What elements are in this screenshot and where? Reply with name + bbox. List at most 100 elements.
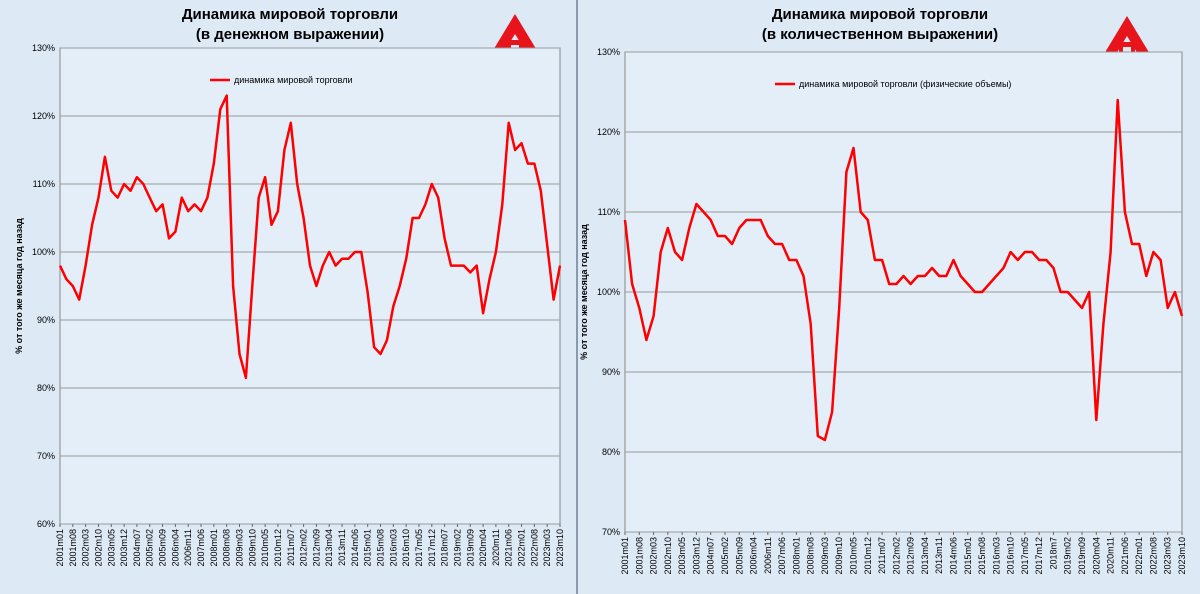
x-tick-label: 2013m04 bbox=[324, 529, 334, 567]
x-tick-label: 2023m03 bbox=[542, 529, 552, 567]
legend-label: динамика мировой торговли bbox=[234, 75, 353, 85]
x-tick-label: 2012m02 bbox=[299, 529, 309, 567]
x-tick-label: 2015m01 bbox=[363, 529, 373, 567]
x-tick-label: 2021m06 bbox=[504, 529, 514, 567]
x-tick-label: 2019m02 bbox=[452, 529, 462, 567]
y-tick-label: 130% bbox=[597, 47, 620, 57]
x-tick-label: 2022m01 bbox=[517, 529, 527, 567]
x-tick-label: 2009m10 bbox=[834, 537, 844, 575]
x-tick-label: 2010m12 bbox=[863, 537, 873, 575]
x-tick-label: 2022m01 bbox=[1134, 537, 1144, 575]
chart-subtitle: (в количественном выражении) bbox=[762, 26, 998, 43]
x-tick-label: 2007m06 bbox=[777, 537, 787, 575]
y-tick-label: 120% bbox=[597, 127, 620, 137]
x-tick-label: 2004m07 bbox=[132, 529, 142, 567]
x-tick-label: 2020m11 bbox=[491, 529, 501, 566]
x-tick-label: 2019m09 bbox=[1077, 537, 1087, 575]
x-tick-label: 2012m09 bbox=[311, 529, 321, 567]
x-tick-label: 2017m05 bbox=[1020, 537, 1030, 575]
x-tick-label: 2002m10 bbox=[663, 537, 673, 575]
y-tick-label: 80% bbox=[37, 383, 55, 393]
x-tick-label: 2021m06 bbox=[1120, 537, 1130, 575]
x-tick-label: 2009m03 bbox=[234, 529, 244, 567]
x-tick-label: 2013m11 bbox=[934, 537, 944, 574]
y-tick-label: 80% bbox=[602, 447, 620, 457]
x-tick-label: 2005m02 bbox=[145, 529, 155, 567]
y-axis-label: % от того же месяца год назад bbox=[14, 218, 24, 354]
x-tick-label: 2020m04 bbox=[1091, 537, 1101, 575]
y-tick-label: 100% bbox=[32, 247, 55, 257]
x-tick-label: 2016m10 bbox=[1006, 537, 1016, 575]
y-tick-label: 100% bbox=[597, 287, 620, 297]
x-tick-label: 2017m12 bbox=[1034, 537, 1044, 575]
x-tick-label: 2020m04 bbox=[478, 529, 488, 567]
x-tick-label: 2005m09 bbox=[158, 529, 168, 567]
x-tick-label: 2002m03 bbox=[81, 529, 91, 567]
x-tick-label: 2004m07 bbox=[706, 537, 716, 575]
x-tick-label: 2005m09 bbox=[734, 537, 744, 575]
y-tick-label: 120% bbox=[32, 111, 55, 121]
x-tick-label: 2013m04 bbox=[920, 537, 930, 575]
x-tick-label: 2017m05 bbox=[414, 529, 424, 567]
y-tick-label: 90% bbox=[602, 367, 620, 377]
x-tick-label: 2008m01 bbox=[209, 529, 219, 567]
x-tick-label: 2018m7 bbox=[1048, 537, 1058, 570]
x-tick-label: 2016m03 bbox=[388, 529, 398, 567]
x-tick-label: 2022m08 bbox=[1148, 537, 1158, 575]
y-tick-label: 60% bbox=[37, 519, 55, 529]
x-tick-label: 2014m06 bbox=[948, 537, 958, 575]
x-tick-label: 2009m03 bbox=[820, 537, 830, 575]
x-tick-label: 2017m12 bbox=[427, 529, 437, 567]
x-tick-label: 2015m08 bbox=[376, 529, 386, 567]
x-tick-label: 2009m10 bbox=[247, 529, 257, 567]
x-tick-label: 2001m08 bbox=[634, 537, 644, 575]
y-tick-label: 70% bbox=[37, 451, 55, 461]
x-tick-label: 2001m08 bbox=[68, 529, 78, 567]
x-tick-label: 2003m12 bbox=[691, 537, 701, 575]
x-tick-label: 2006m04 bbox=[749, 537, 759, 575]
line-series bbox=[58, 94, 562, 380]
x-tick-label: 2023m10 bbox=[555, 529, 565, 567]
x-tick-label: 2008m08 bbox=[222, 529, 232, 567]
x-tick-label: 2008m01 bbox=[791, 537, 801, 575]
x-tick-label: 2019m09 bbox=[465, 529, 475, 567]
x-tick-label: 2005m02 bbox=[720, 537, 730, 575]
x-tick-label: 2007m06 bbox=[196, 529, 206, 567]
x-tick-label: 2006m11 bbox=[183, 529, 193, 566]
x-tick-label: 2023m03 bbox=[1163, 537, 1173, 575]
y-tick-label: 70% bbox=[602, 527, 620, 537]
x-tick-label: 2011m07 bbox=[286, 529, 296, 566]
x-tick-label: 2015m08 bbox=[977, 537, 987, 575]
chart-title: Динамика мировой торговли bbox=[182, 6, 398, 23]
chart-title: Динамика мировой торговли bbox=[772, 6, 988, 23]
x-tick-label: 2013m11 bbox=[337, 529, 347, 566]
x-tick-label: 2010m05 bbox=[260, 529, 270, 567]
x-tick-label: 2006m04 bbox=[170, 529, 180, 567]
x-tick-label: 2001m01 bbox=[55, 529, 65, 567]
x-tick-label: 2001m01 bbox=[620, 537, 630, 575]
x-tick-label: 2016m10 bbox=[401, 529, 411, 567]
y-tick-label: 110% bbox=[598, 207, 620, 217]
line-series bbox=[623, 98, 1184, 442]
x-tick-label: 2003m05 bbox=[106, 529, 116, 567]
x-tick-label: 2006m11 bbox=[763, 537, 773, 574]
x-tick-label: 2016m03 bbox=[991, 537, 1001, 575]
x-tick-label: 2010m12 bbox=[273, 529, 283, 567]
x-tick-label: 2012m09 bbox=[906, 537, 916, 575]
x-tick-label: 2015m01 bbox=[963, 537, 973, 575]
x-tick-label: 2003m12 bbox=[119, 529, 129, 567]
x-tick-label: 2011m07 bbox=[877, 537, 887, 574]
y-tick-label: 110% bbox=[33, 179, 55, 189]
x-tick-label: 2019m02 bbox=[1063, 537, 1073, 575]
x-tick-label: 2022m08 bbox=[529, 529, 539, 567]
x-tick-label: 2012m02 bbox=[891, 537, 901, 575]
x-tick-label: 2002m10 bbox=[93, 529, 103, 567]
x-tick-label: 2014m06 bbox=[350, 529, 360, 567]
x-tick-label: 2003m05 bbox=[677, 537, 687, 575]
y-tick-label: 130% bbox=[32, 43, 55, 53]
x-tick-label: 2008m08 bbox=[806, 537, 816, 575]
y-tick-label: 90% bbox=[37, 315, 55, 325]
legend-label: динамика мировой торговли (физические об… bbox=[799, 79, 1011, 89]
y-axis-label: % от того же месяца год назад bbox=[579, 224, 589, 360]
